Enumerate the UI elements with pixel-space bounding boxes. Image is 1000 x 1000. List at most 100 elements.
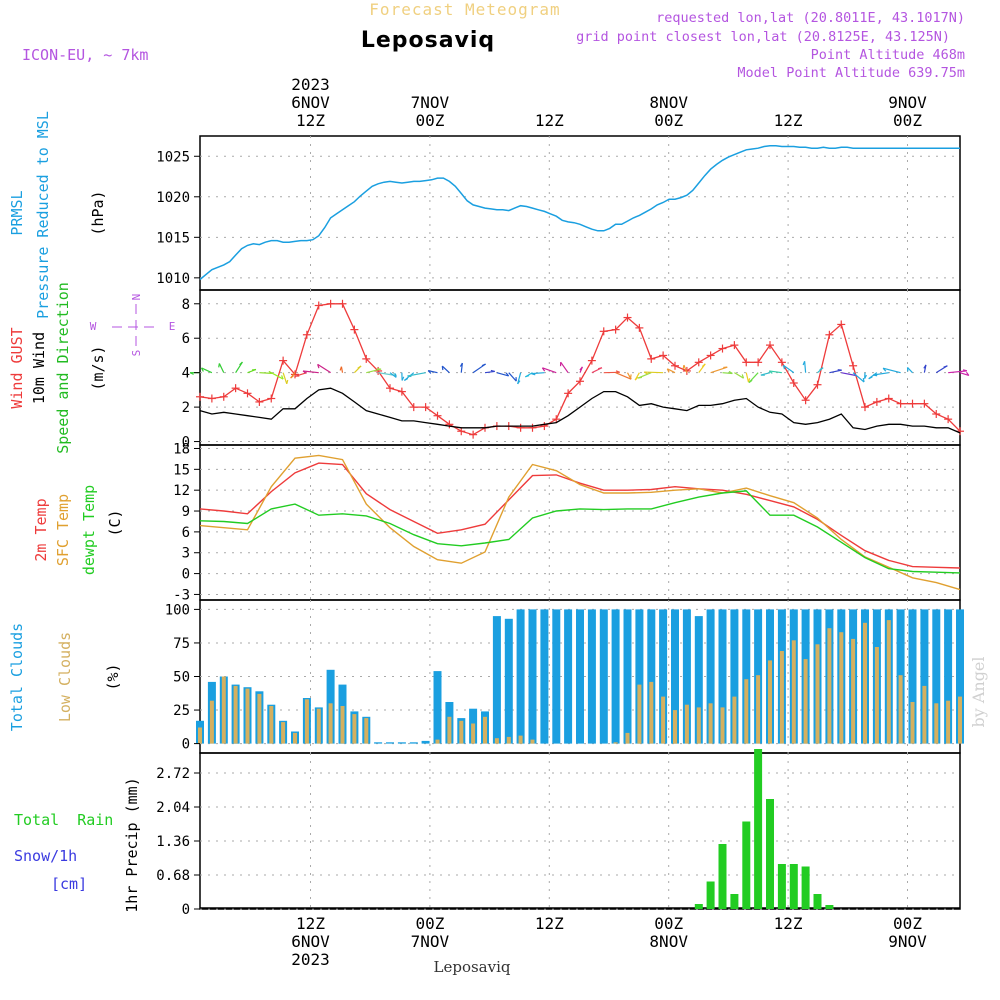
- time-label-bottom: 2023: [291, 950, 330, 969]
- temperature-ytick-label: 0: [182, 567, 190, 583]
- total-cloud-bar: [635, 609, 644, 744]
- total-cloud-bar: [694, 616, 703, 744]
- wind-direction-arrow: [643, 371, 648, 375]
- wind-direction-arrow: [394, 373, 397, 378]
- precipitation-ytick-label: 0: [182, 902, 190, 918]
- time-label-top: 2023: [291, 75, 330, 94]
- compass-e: E: [169, 320, 176, 333]
- wind-direction-arrow: [517, 372, 522, 385]
- low-cloud-bar: [198, 727, 202, 744]
- temperature-ytick-label: 18: [173, 441, 190, 457]
- rain-bar: [789, 864, 798, 909]
- wind-direction-arrow: [441, 365, 450, 374]
- pressure-ytick-label: 1020: [156, 190, 190, 206]
- wind-direction-arrow: [873, 372, 889, 376]
- total-cloud-bar: [587, 609, 596, 744]
- wind-panel: [199, 289, 961, 446]
- clouds-ytick-label: 50: [173, 670, 190, 686]
- wind-direction-arrow: [317, 364, 320, 369]
- time-label-top: 12Z: [774, 111, 803, 130]
- low-cloud-bar: [269, 706, 274, 744]
- low-cloud-bar: [625, 732, 630, 744]
- low-cloud-bar: [233, 685, 238, 744]
- wind-direction-arrow: [667, 368, 676, 374]
- rain-bar: [742, 821, 751, 909]
- low-clouds-label: Low Clouds: [56, 632, 74, 722]
- time-label-bottom: 00Z: [415, 914, 444, 933]
- wind-direction-arrow: [505, 372, 510, 377]
- low-cloud-bar: [874, 647, 879, 744]
- wind-direction-arrow: [782, 365, 786, 370]
- wind-direction-arrow: [259, 372, 273, 374]
- time-label-bottom: 12Z: [535, 914, 564, 933]
- low-cloud-bar: [779, 651, 784, 744]
- low-cloud-bar: [257, 693, 262, 744]
- wind-direction-arrow: [722, 372, 733, 375]
- temp-dewpt-line: [199, 490, 961, 574]
- total-cloud-bar: [599, 609, 608, 744]
- wind-ytick-label: 2: [182, 400, 190, 416]
- wind-direction-arrow: [852, 372, 865, 383]
- wind-direction-arrow: [282, 372, 288, 385]
- precip-panel: [199, 752, 961, 910]
- time-label-top: 00Z: [415, 111, 444, 130]
- requested-coords: requested lon,lat (20.8011E, 43.1017N): [656, 10, 965, 26]
- low-cloud-bar: [352, 714, 357, 744]
- wind-direction-arrow: [286, 379, 289, 385]
- wind-direction-arrow: [525, 374, 530, 378]
- wind-direction-arrow: [745, 372, 750, 383]
- temperature-ytick-label: -3: [173, 587, 190, 603]
- wind-direction-arrow: [959, 372, 970, 377]
- low-cloud-bar: [530, 739, 535, 744]
- temp-sfc-line: [199, 454, 961, 591]
- total-cloud-bar: [540, 609, 549, 744]
- clouds-ytick-label: 0: [182, 737, 190, 753]
- total-cloud-bar: [504, 618, 513, 744]
- credit-watermark: by Angel: [969, 656, 988, 727]
- point-altitude: Point Altitude 468m: [811, 47, 965, 63]
- rain-bar: [766, 799, 774, 909]
- wind-direction-arrow: [682, 364, 685, 370]
- rain-bar: [825, 905, 834, 909]
- temp-2m-label: 2m Temp: [32, 498, 50, 561]
- total-cloud-bar: [659, 609, 668, 744]
- wind-direction-arrow: [819, 367, 824, 371]
- low-cloud-bar: [922, 685, 927, 744]
- wind-direction-arrow: [644, 371, 664, 374]
- low-cloud-bar: [661, 696, 666, 744]
- low-cloud-bar: [756, 675, 761, 744]
- time-label-top: 7NOV: [411, 93, 450, 112]
- rain-bar: [694, 904, 703, 909]
- rain-bar: [718, 844, 727, 909]
- low-cloud-bar: [886, 620, 891, 744]
- temperature-ytick-label: 12: [173, 483, 190, 499]
- precipitation-ytick-label: 0.68: [156, 868, 190, 884]
- wind-direction-arrow: [481, 363, 486, 367]
- wind-ytick-label: 0: [182, 435, 190, 451]
- wind-direction-arrow: [302, 370, 307, 374]
- total-cloud-bar: [920, 609, 929, 744]
- wind-direction-arrow: [239, 361, 243, 366]
- wind-direction-arrow: [748, 379, 753, 384]
- rain-legend: Total Rain: [14, 811, 113, 829]
- wind-direction-arrow: [281, 375, 284, 380]
- low-cloud-bar: [803, 659, 808, 744]
- wind-direction-arrow: [407, 372, 426, 377]
- low-cloud-bar: [768, 660, 772, 744]
- pressure-label-msl: Pressure Reduced to MSL: [34, 111, 52, 319]
- wind-direction-arrow: [864, 374, 868, 379]
- clouds-ytick-label: 25: [173, 703, 190, 719]
- total-clouds-label: Total Clouds: [8, 623, 26, 731]
- wind-10m-label: 10m Wind: [30, 332, 48, 404]
- total-cloud-bar: [492, 616, 501, 744]
- wind-direction-arrow: [868, 376, 873, 380]
- low-cloud-bar: [910, 702, 915, 744]
- wind-direction-arrow: [710, 366, 728, 374]
- wind-direction-arrow: [634, 376, 639, 381]
- temp-unit-label: (C): [106, 509, 124, 536]
- wind-direction-arrow: [404, 377, 409, 381]
- wind-direction-arrow: [683, 364, 688, 373]
- time-label-bottom: 12Z: [296, 914, 325, 933]
- wind-direction-arrow: [541, 367, 546, 372]
